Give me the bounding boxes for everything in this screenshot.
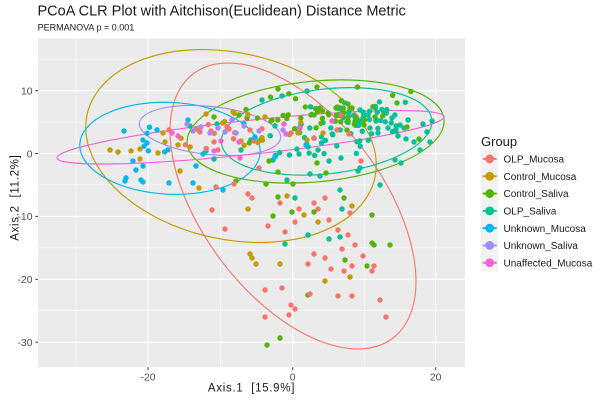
svg-text:-20: -20 [140,373,155,384]
svg-text:PCoA CLR Plot with Aitchison(E: PCoA CLR Plot with Aitchison(Euclidean) … [38,3,406,19]
svg-text:PERMANOVA p = 0.001: PERMANOVA p = 0.001 [38,23,135,33]
svg-text:Unaffected_Mucosa: Unaffected_Mucosa [504,258,593,269]
svg-text:OLP_Mucosa: OLP_Mucosa [504,155,565,166]
svg-text:10: 10 [21,87,33,98]
svg-text:0: 0 [27,149,33,160]
svg-text:Group: Group [481,134,517,149]
svg-text:Unknown_Mucosa: Unknown_Mucosa [504,224,587,235]
svg-text:Unknown_Saliva: Unknown_Saliva [504,241,579,252]
svg-text:Axis.2 [11.2%]: Axis.2 [11.2%] [10,154,22,240]
svg-text:OLP_Saliva: OLP_Saliva [504,206,557,217]
svg-text:Control_Mucosa: Control_Mucosa [504,172,577,183]
svg-text:0: 0 [290,373,296,384]
svg-text:-30: -30 [17,338,32,349]
svg-text:-10: -10 [17,212,32,223]
svg-text:Axis.1 [15.9%]: Axis.1 [15.9%] [208,383,295,395]
svg-text:20: 20 [430,373,442,384]
svg-text:Control_Saliva: Control_Saliva [504,189,569,200]
svg-text:-20: -20 [17,275,32,286]
